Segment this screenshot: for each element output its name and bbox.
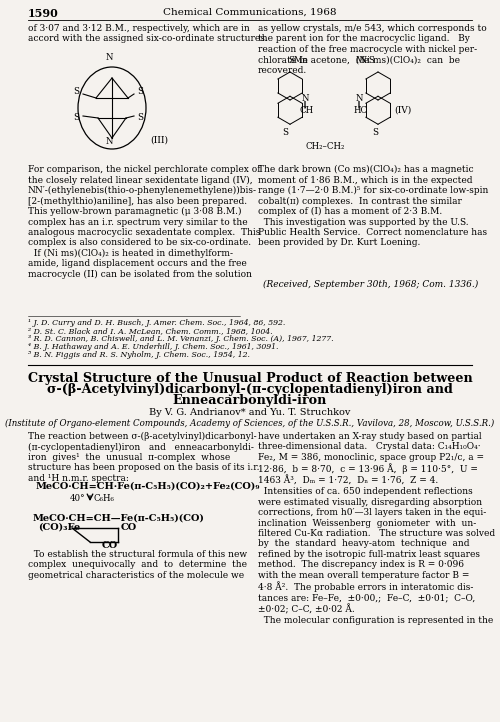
Text: ⁵ B. N. Figgis and R. S. Nyholm, J. Chem. Soc., 1954, 12.: ⁵ B. N. Figgis and R. S. Nyholm, J. Chem… [28,351,250,359]
Text: (III): (III) [150,136,168,145]
Text: By V. G. Andrianov* and Yu. T. Struchkov: By V. G. Andrianov* and Yu. T. Struchkov [150,408,350,417]
Text: S: S [282,128,288,137]
Text: (Institute of Organo-element Compounds, Academy of Sciences, of the U.S.S.R., Va: (Institute of Organo-element Compounds, … [6,419,494,428]
Text: ² D. St. C. Black and I. A. McLean, Chem. Comm., 1968, 1004.: ² D. St. C. Black and I. A. McLean, Chem… [28,327,272,335]
Text: S: S [73,113,79,123]
Text: S: S [73,87,79,97]
Text: N: N [105,137,113,147]
Text: CO: CO [121,523,137,532]
Text: 1590: 1590 [28,8,59,19]
Text: MeCO·CH=CH·Fe(π-C₅H₅)(CO)₂+Fe₂(CO)₉: MeCO·CH=CH·Fe(π-C₅H₅)(CO)₂+Fe₂(CO)₉ [36,482,260,491]
Text: To establish the structural formula of this new
complex  unequivocally  and  to : To establish the structural formula of t… [28,550,247,580]
Text: (CO)₃Fe: (CO)₃Fe [38,523,80,532]
Text: ‖: ‖ [357,100,361,108]
Text: MeCO·CH=CH—Fe(π-C₅H₅)(CO): MeCO·CH=CH—Fe(π-C₅H₅)(CO) [33,514,205,523]
Text: Chemical Communications, 1968: Chemical Communications, 1968 [163,8,337,17]
Text: ⁴ B. J. Hathaway and A. E. Underhill, J. Chem. Soc., 1961, 3091.: ⁴ B. J. Hathaway and A. E. Underhill, J.… [28,343,278,351]
Text: Enneacarbonyldi-iron: Enneacarbonyldi-iron [173,394,327,407]
Text: as yellow crystals, m/e 543, which corresponds to
the parent ion for the macrocy: as yellow crystals, m/e 543, which corre… [258,24,487,74]
Text: σ-(β-Acetylvinyl)dicarbonyl-(π-cyclopentadienyl)iron and: σ-(β-Acetylvinyl)dicarbonyl-(π-cyclopent… [47,383,453,396]
Text: SMe: SMe [288,56,308,65]
Text: of 3·07 and 3·12 B.M., respectively, which are in
accord with the assigned six-c: of 3·07 and 3·12 B.M., respectively, whi… [28,24,268,43]
Text: C₆H₆: C₆H₆ [94,494,115,503]
Text: (IV): (IV) [394,106,411,115]
Text: HC: HC [354,106,368,115]
Text: 40°: 40° [70,494,86,503]
Text: Crystal Structure of the Unusual Product of Reaction between: Crystal Structure of the Unusual Product… [28,372,472,385]
Text: CH₂–CH₂: CH₂–CH₂ [306,142,346,151]
Text: For comparison, the nickel perchlorate complex of
the closely related linear sex: For comparison, the nickel perchlorate c… [28,165,260,279]
Text: S: S [137,87,143,97]
Text: S: S [137,113,143,123]
Text: The reaction between σ-(β-acetylvinyl)dicarbonyl-
(π-cyclopentadienyl)iron   and: The reaction between σ-(β-acetylvinyl)di… [28,432,260,483]
Text: S: S [372,128,378,137]
Text: (Received, September 30th, 1968; Com. 1336.): (Received, September 30th, 1968; Com. 13… [263,280,478,289]
Text: N: N [302,94,310,103]
Text: N: N [105,53,113,63]
Text: ‖: ‖ [303,100,307,108]
Text: CO: CO [102,541,118,550]
Text: ³ R. D. Cannon, B. Chiswell, and L. M. Venanzi, J. Chem. Soc. (A), 1967, 1277.: ³ R. D. Cannon, B. Chiswell, and L. M. V… [28,335,334,343]
Text: ¹ J. D. Curry and D. H. Busch, J. Amer. Chem. Soc., 1964, 86, 592.: ¹ J. D. Curry and D. H. Busch, J. Amer. … [28,319,285,327]
Text: have undertaken an X-ray study based on partial
three-dimensional data.   Crysta: have undertaken an X-ray study based on … [258,432,495,625]
Text: CH: CH [300,106,314,115]
Text: The dark brown (Co ms)(ClO₄)₂ has a magnetic
moment of 1·86 B.M., which is in th: The dark brown (Co ms)(ClO₄)₂ has a magn… [258,165,488,248]
Text: MeS: MeS [356,56,376,65]
Text: N: N [356,94,364,103]
